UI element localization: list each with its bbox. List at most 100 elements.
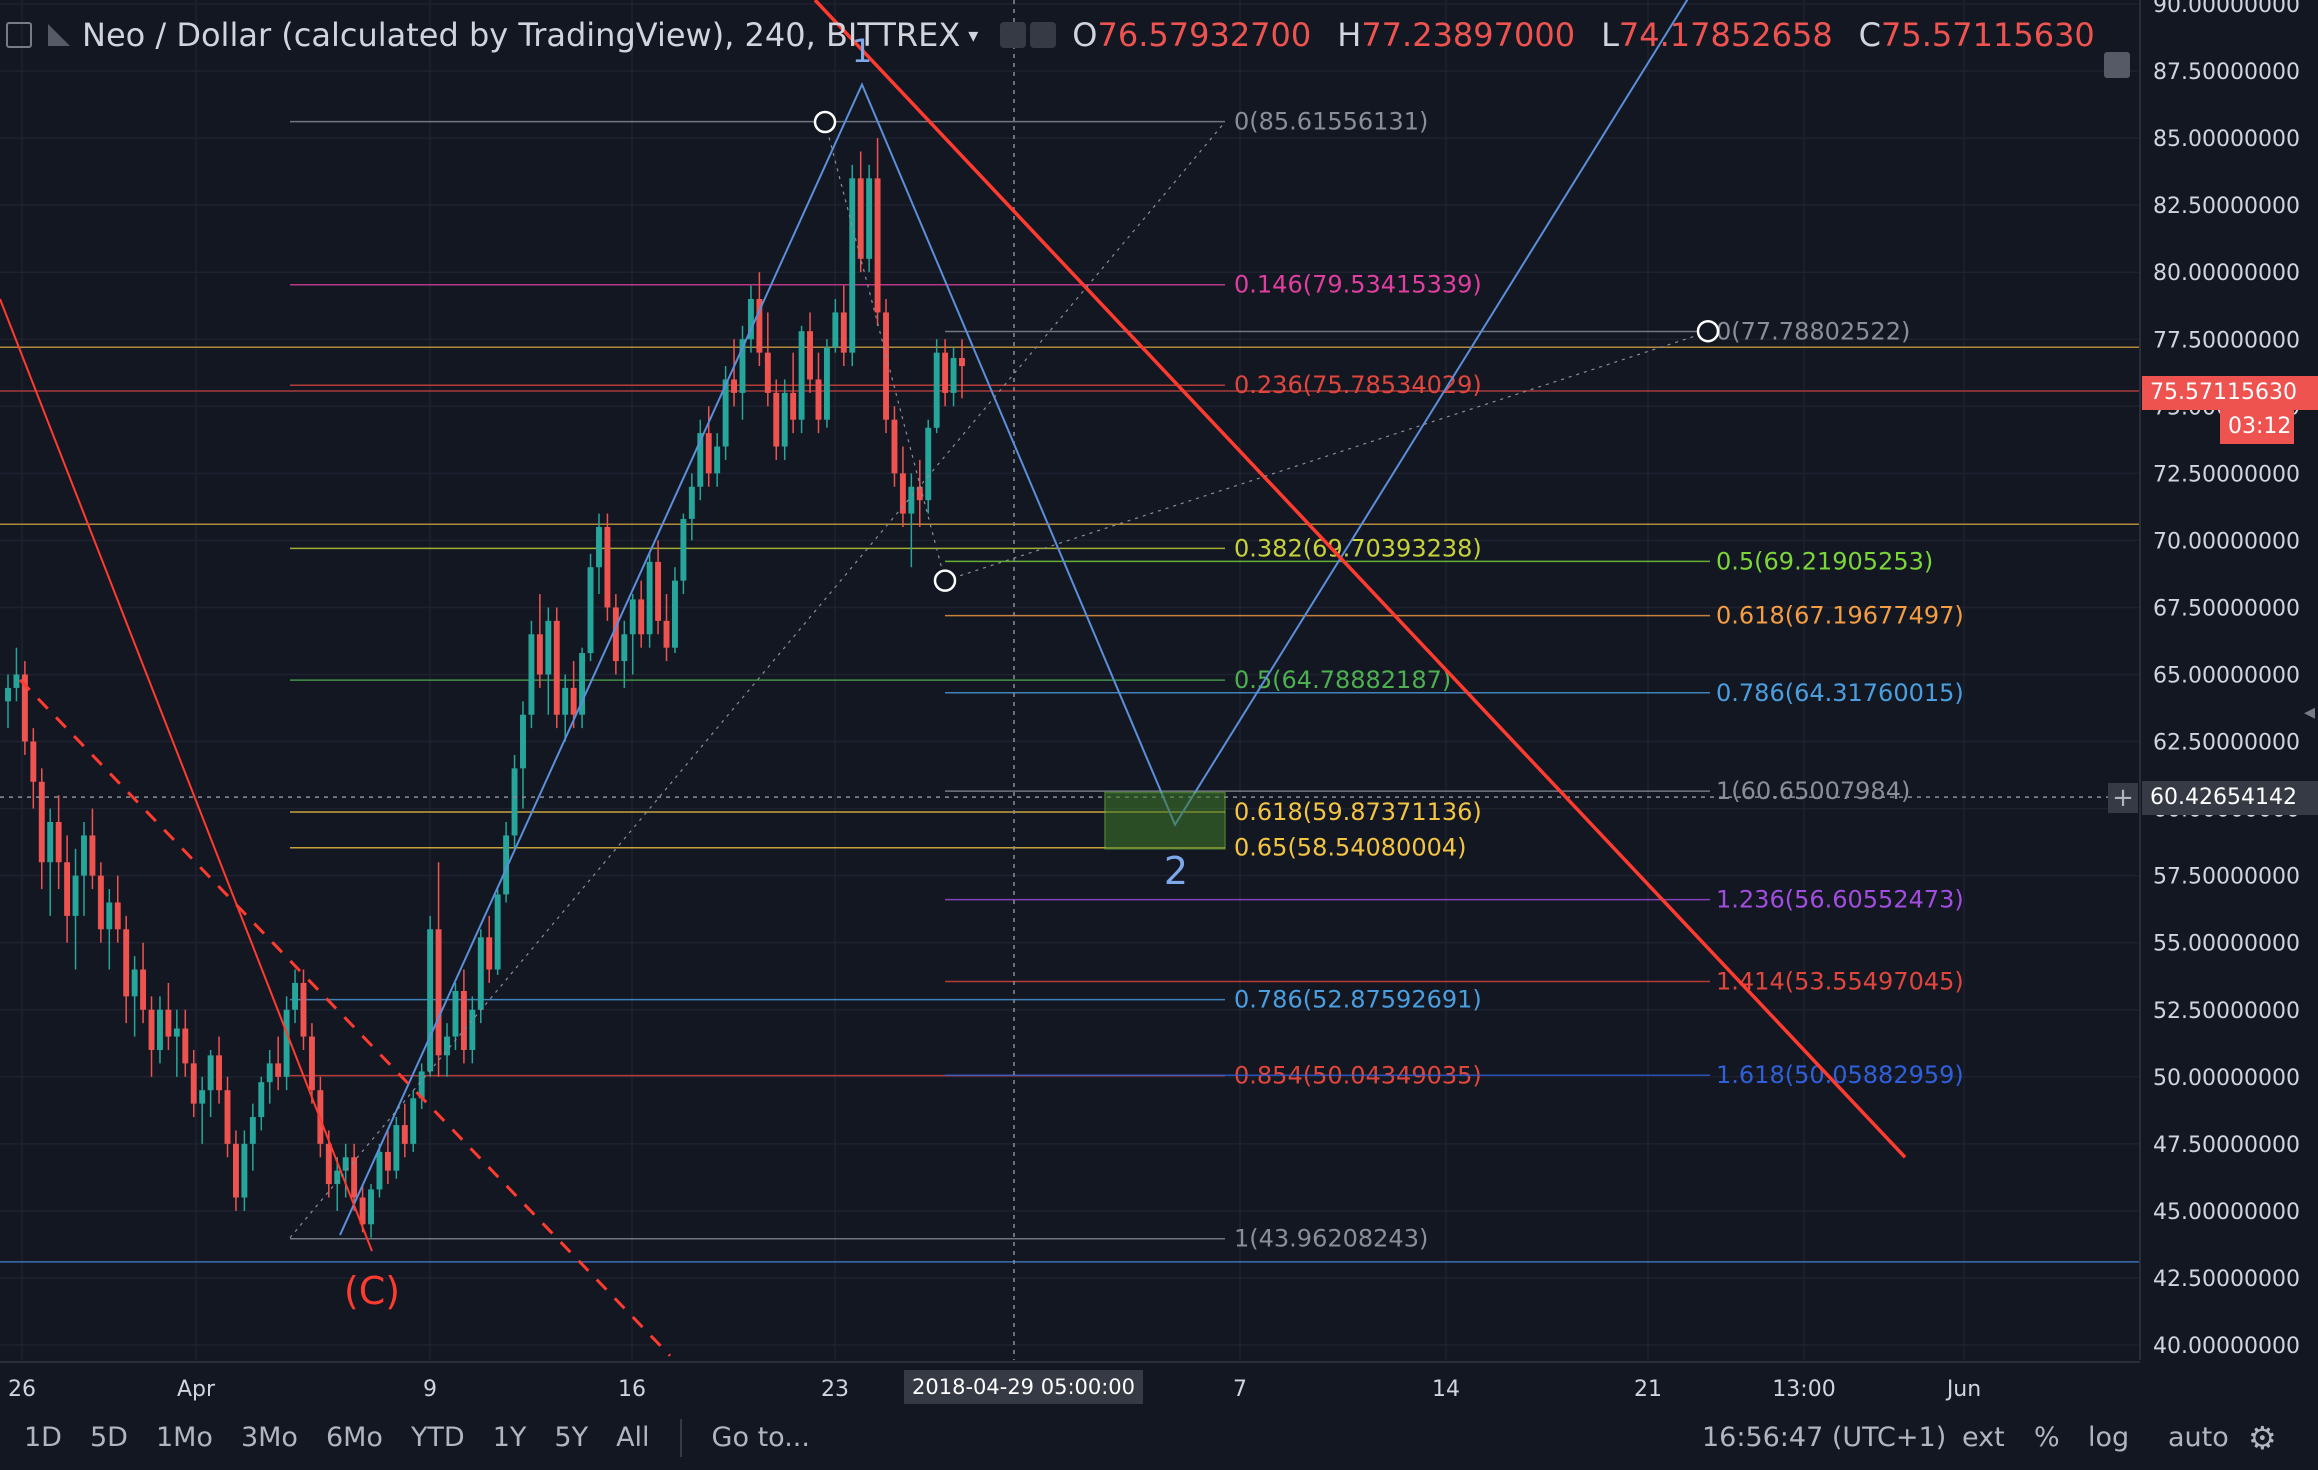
candle-body: [933, 352, 940, 428]
anchor-handle: [933, 569, 957, 592]
candle-body: [72, 875, 79, 916]
eye-icon[interactable]: [1000, 22, 1027, 48]
candle-body: [47, 822, 54, 863]
ohlc-low-value: 74.17852658: [1618, 16, 1833, 54]
candle-body: [739, 339, 746, 393]
candle-body: [241, 1143, 248, 1198]
candle-body: [520, 714, 526, 769]
clock: 16:56:47 (UTC+1): [1702, 1422, 1947, 1453]
candle-body: [570, 687, 577, 715]
gear-icon[interactable]: [1030, 22, 1057, 48]
tf-5y[interactable]: 5Y: [554, 1422, 589, 1453]
ohlc-close-value: 75.57115630: [1881, 16, 2095, 54]
candle-body: [908, 486, 915, 514]
chart-header: Neo / Dollar (calculated by TradingView)…: [0, 0, 2095, 70]
candle-body: [157, 1009, 163, 1050]
candle-body: [950, 358, 957, 393]
crosshair-price-tag: 60.42654142: [2142, 781, 2318, 815]
target-zone: [1104, 791, 1226, 850]
y-tick-label: 55.00000000: [2153, 932, 2300, 957]
bottom-toolbar: 1D 5D 1Mo 3Mo 6Mo YTD 1Y 5Y All Go to...…: [0, 1405, 2318, 1470]
tf-1d[interactable]: 1D: [24, 1422, 62, 1453]
gear-icon[interactable]: ⚙: [2248, 1418, 2277, 1457]
x-tick-label: Apr: [177, 1377, 216, 1402]
percent-toggle[interactable]: %: [2034, 1422, 2060, 1453]
log-toggle[interactable]: log: [2088, 1422, 2130, 1453]
candle-body: [477, 937, 484, 1010]
candle-body: [207, 1055, 214, 1091]
symbol-title[interactable]: Neo / Dollar (calculated by TradingView)…: [82, 16, 961, 54]
x-tick-label: 26: [8, 1377, 36, 1402]
candle-body: [494, 894, 501, 970]
candle-body: [697, 433, 704, 487]
candle-body: [857, 178, 864, 259]
y-tick-label: 67.50000000: [2153, 596, 2300, 621]
candle-body: [106, 902, 113, 930]
candle-body: [528, 634, 535, 715]
y-tick-label: 50.00000000: [2153, 1066, 2300, 1091]
wave-projection: [339, 0, 1689, 1236]
candle-body: [249, 1117, 256, 1144]
fib-level-label: 0.146(79.53415339): [1234, 271, 1482, 299]
candle-body: [722, 379, 729, 447]
candle-body: [866, 178, 873, 259]
candle-body: [444, 1036, 450, 1056]
candle-body: [199, 1090, 206, 1104]
tf-3mo[interactable]: 3Mo: [240, 1422, 298, 1453]
candle-body: [832, 312, 839, 348]
candle-body: [38, 781, 45, 863]
tf-5d[interactable]: 5D: [89, 1422, 128, 1453]
candle-body: [545, 620, 552, 675]
tf-6mo[interactable]: 6Mo: [325, 1422, 383, 1453]
side-collapse-icon[interactable]: ◂: [2304, 700, 2316, 725]
tf-1y[interactable]: 1Y: [492, 1422, 527, 1453]
candle-body: [140, 969, 147, 1010]
collapse-icon[interactable]: [6, 22, 32, 48]
candle-body: [731, 379, 738, 393]
ext-toggle[interactable]: ext: [1962, 1422, 2005, 1453]
candle-body: [64, 862, 71, 916]
add-alert-icon[interactable]: +: [2108, 783, 2138, 813]
tf-ytd[interactable]: YTD: [410, 1422, 465, 1453]
candle-body: [89, 835, 96, 876]
candle-body: [486, 937, 493, 970]
dashed-trend-line: [18, 678, 672, 1357]
candle-body: [942, 352, 949, 393]
candle-body: [891, 419, 898, 474]
candle-body: [553, 620, 560, 715]
candle-body: [756, 299, 763, 353]
last-price-tag: 75.57115630: [2142, 376, 2318, 410]
candle-body: [165, 1009, 172, 1037]
tf-1mo[interactable]: 1Mo: [155, 1422, 213, 1453]
fib-level-label: 0.382(69.70393238): [1234, 534, 1482, 562]
candle-body: [655, 561, 662, 621]
y-tick-label: 70.00000000: [2153, 529, 2300, 554]
drag-handle-icon[interactable]: [2104, 52, 2130, 78]
fib-level-label: 0.618(59.87371136): [1234, 798, 1482, 826]
candle-body: [629, 599, 636, 635]
candle-body: [258, 1082, 265, 1118]
tf-all[interactable]: All: [616, 1422, 650, 1453]
y-tick-label: 87.50000000: [2153, 60, 2300, 85]
fib-levels: 0(85.61556131) 0.146(79.53415339) 0.236(75…: [0, 108, 2140, 1263]
wave-label-c: (C): [344, 1269, 400, 1313]
symbol-flag-icon: [48, 24, 70, 46]
trend-line: [0, 298, 373, 1252]
candle-body: [469, 1009, 476, 1050]
candle-body: [266, 1063, 273, 1083]
auto-toggle[interactable]: auto: [2168, 1422, 2229, 1453]
candle-body: [97, 875, 104, 930]
fib-level-label: 0(85.61556131): [1234, 108, 1428, 136]
candle-body: [536, 634, 543, 675]
fib-level-label: 0.5(64.78882187): [1234, 666, 1451, 694]
goto-button[interactable]: Go to...: [711, 1422, 810, 1453]
x-tick-label: 13:00: [1772, 1377, 1835, 1402]
x-tick-label: Jun: [1945, 1377, 1981, 1402]
candle-body: [351, 1157, 358, 1198]
y-tick-label: 42.50000000: [2153, 1267, 2300, 1292]
candle-body: [114, 902, 121, 930]
y-tick-label: 80.00000000: [2153, 261, 2300, 286]
chevron-down-icon[interactable]: ▾: [968, 23, 979, 47]
timeframe-group: 1D 5D 1Mo 3Mo 6Mo YTD 1Y 5Y All Go to...: [10, 1418, 824, 1457]
